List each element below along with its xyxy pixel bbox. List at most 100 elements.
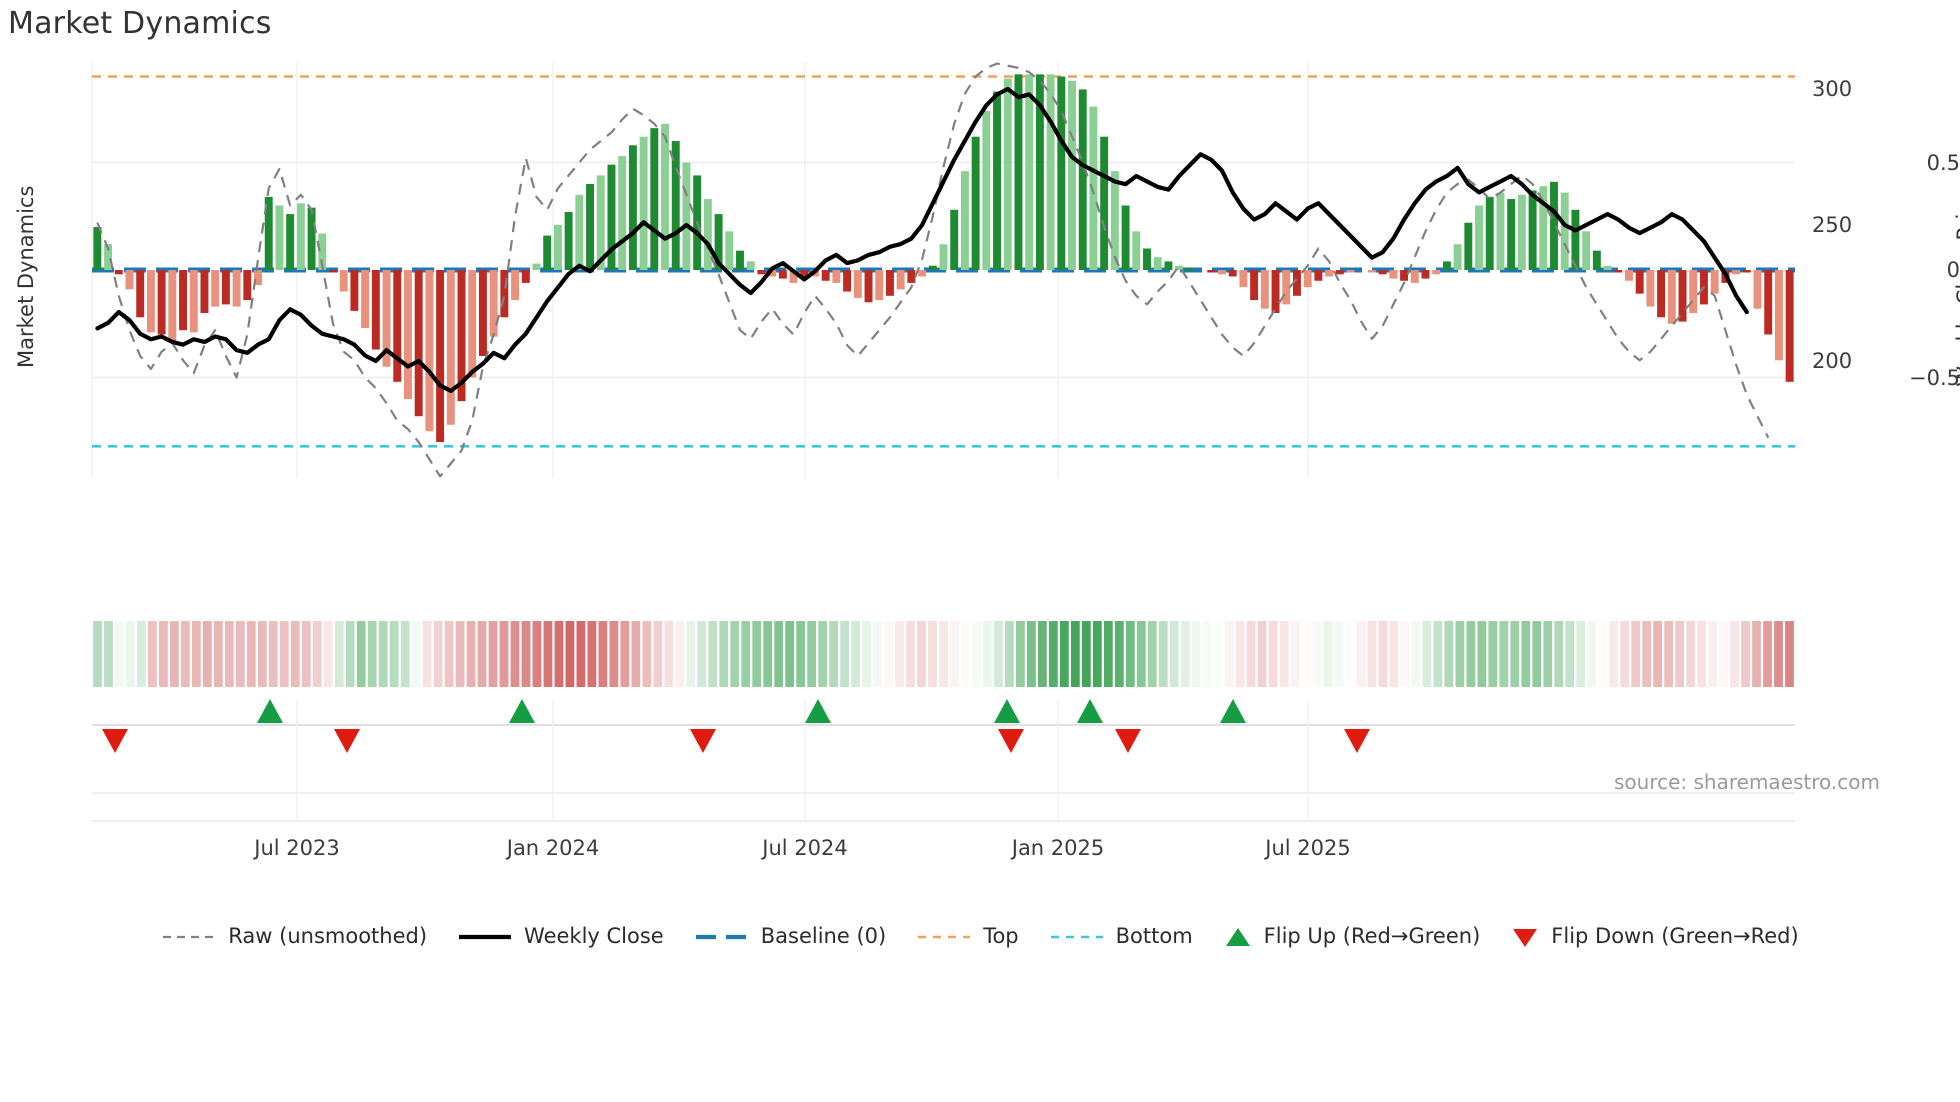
y-tick-right-0: 300	[1812, 77, 1853, 101]
dynamics-bar	[1517, 194, 1526, 270]
heatmap-cell	[928, 621, 937, 687]
heatmap-cell	[246, 621, 256, 687]
heatmap-cell	[1466, 621, 1476, 687]
heatmap-cell	[1125, 621, 1135, 687]
legend-item-3[interactable]: Top	[916, 924, 1019, 948]
dynamics-bar	[1367, 270, 1376, 273]
heatmap-cell	[323, 621, 333, 687]
dynamics-bar	[564, 211, 573, 270]
dynamics-bar	[286, 214, 295, 270]
heatmap-cell	[312, 621, 322, 687]
x-tick-2: Jul 2024	[762, 836, 848, 860]
heatmap-cell	[1697, 621, 1706, 687]
dynamics-bar	[1185, 267, 1194, 271]
dynamics-bar	[1571, 209, 1580, 270]
heatmap-cell	[1620, 621, 1630, 687]
legend-swatch	[1510, 926, 1540, 947]
legend-item-5[interactable]: Flip Up (Red→Green)	[1223, 924, 1480, 948]
heatmap-cell	[345, 621, 355, 687]
heatmap-cell	[1653, 621, 1663, 687]
heatmap-cell	[1741, 621, 1750, 687]
heatmap-cell	[93, 621, 102, 687]
dynamics-bar	[361, 270, 370, 329]
heatmap-cell	[609, 621, 619, 687]
dynamics-bar	[114, 270, 123, 275]
dynamics-bar	[1335, 270, 1344, 275]
dynamics-bar	[1442, 261, 1451, 270]
dynamics-bar	[575, 194, 584, 270]
heatmap-cell	[1191, 621, 1201, 687]
dynamics-bar	[1164, 261, 1173, 270]
heatmap-cell	[1005, 621, 1014, 687]
dynamics-bar	[1528, 190, 1537, 270]
flip-up-marker[interactable]	[1220, 699, 1246, 723]
dynamics-bar	[254, 270, 262, 286]
dynamics-bar	[1271, 270, 1280, 313]
heatmap-cell	[148, 621, 157, 687]
flip-up-marker[interactable]	[257, 699, 283, 723]
flip-down-marker[interactable]	[1115, 729, 1141, 753]
heatmap-cell	[895, 621, 904, 687]
flip-up-marker[interactable]	[509, 699, 535, 723]
dynamics-bar	[950, 209, 959, 270]
dynamics-bar	[1774, 270, 1783, 361]
heatmap-cell	[752, 621, 762, 687]
heatmap-cell	[411, 621, 421, 687]
heatmap-cell	[785, 621, 795, 687]
heatmap-cell	[1642, 621, 1652, 687]
heatmap-cell	[367, 621, 377, 687]
dynamics-bar	[1646, 270, 1655, 307]
dynamics-bar	[1175, 265, 1184, 270]
legend-item-4[interactable]: Bottom	[1049, 924, 1193, 948]
dotted-line-icon	[1050, 935, 1103, 939]
dynamics-bar	[339, 270, 348, 292]
flip-down-marker[interactable]	[998, 729, 1024, 753]
heatmap-cell	[279, 621, 289, 687]
dynamics-bar	[768, 270, 777, 277]
dynamics-bar	[821, 270, 830, 281]
legend-swatch	[1049, 926, 1105, 946]
legend-item-6[interactable]: Flip Down (Green→Red)	[1510, 924, 1799, 948]
flip-down-marker[interactable]	[102, 729, 128, 753]
dynamics-bar	[896, 270, 905, 290]
heatmap-cell	[851, 621, 860, 687]
heatmap-cell	[1686, 621, 1696, 687]
legend-swatch	[161, 926, 217, 946]
dynamics-bar	[168, 270, 177, 341]
flip-down-marker[interactable]	[1344, 729, 1370, 753]
dynamics-bar	[1753, 270, 1762, 309]
heatmap-cell	[1169, 621, 1179, 687]
legend-item-2[interactable]: Baseline (0)	[694, 924, 886, 948]
heatmap-cell	[840, 621, 850, 687]
dynamics-bar	[628, 145, 637, 270]
heatmap-cell	[730, 621, 740, 687]
heatmap-cell	[1070, 621, 1080, 687]
dynamics-bar	[200, 270, 209, 313]
heatmap-cell	[1048, 621, 1058, 687]
heatmap-cell	[191, 621, 201, 687]
flip-up-marker[interactable]	[994, 699, 1020, 723]
dynamics-bar	[543, 235, 552, 270]
dynamics-bar	[1078, 89, 1087, 271]
dynamics-bar	[243, 270, 252, 301]
flip-up-marker[interactable]	[805, 699, 831, 723]
x-tick-0: Jul 2023	[254, 836, 340, 860]
heatmap-cell	[477, 621, 487, 687]
dynamics-bar	[457, 270, 466, 402]
dynamics-bar	[1464, 222, 1473, 270]
flip-up-marker[interactable]	[1077, 699, 1103, 723]
heatmap-cell	[1301, 621, 1311, 687]
dynamics-bar	[757, 270, 766, 275]
heatmap-cell	[1510, 621, 1520, 687]
heatmap-cell	[1081, 621, 1091, 687]
heatmap-cell	[1433, 621, 1443, 687]
dynamics-bar	[993, 91, 1002, 270]
legend-item-1[interactable]: Weekly Close	[457, 924, 664, 948]
dynamics-bar	[853, 270, 862, 298]
flip-down-marker[interactable]	[334, 729, 360, 753]
dynamics-bar	[1550, 181, 1558, 270]
dynamics-bar	[1207, 270, 1216, 273]
heatmap-cell	[521, 621, 531, 687]
legend-item-0[interactable]: Raw (unsmoothed)	[161, 924, 427, 948]
flip-down-marker[interactable]	[690, 729, 716, 753]
